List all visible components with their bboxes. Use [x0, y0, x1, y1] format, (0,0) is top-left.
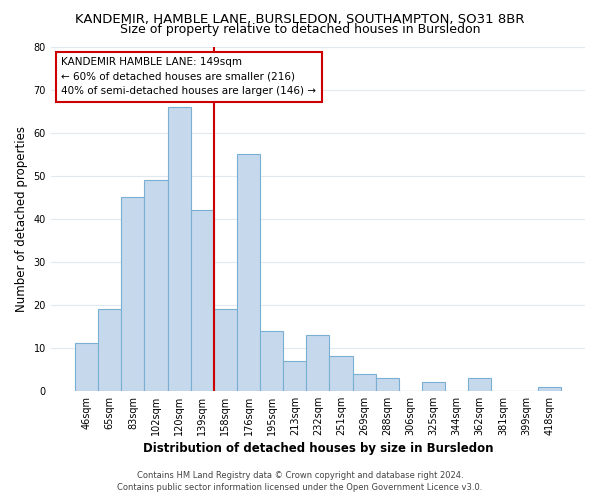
- Bar: [214, 309, 237, 391]
- Y-axis label: Number of detached properties: Number of detached properties: [15, 126, 28, 312]
- Bar: [75, 344, 98, 391]
- Bar: [307, 335, 329, 391]
- Bar: [283, 360, 307, 391]
- X-axis label: Distribution of detached houses by size in Bursledon: Distribution of detached houses by size …: [143, 442, 493, 455]
- Bar: [376, 378, 399, 391]
- Bar: [237, 154, 260, 391]
- Bar: [121, 197, 145, 391]
- Bar: [98, 309, 121, 391]
- Text: KANDEMIR, HAMBLE LANE, BURSLEDON, SOUTHAMPTON, SO31 8BR: KANDEMIR, HAMBLE LANE, BURSLEDON, SOUTHA…: [75, 12, 525, 26]
- Bar: [329, 356, 353, 391]
- Bar: [468, 378, 491, 391]
- Bar: [260, 330, 283, 391]
- Text: KANDEMIR HAMBLE LANE: 149sqm
← 60% of detached houses are smaller (216)
40% of s: KANDEMIR HAMBLE LANE: 149sqm ← 60% of de…: [61, 57, 316, 96]
- Text: Size of property relative to detached houses in Bursledon: Size of property relative to detached ho…: [120, 22, 480, 36]
- Bar: [538, 386, 561, 391]
- Bar: [145, 180, 167, 391]
- Bar: [191, 210, 214, 391]
- Bar: [422, 382, 445, 391]
- Bar: [353, 374, 376, 391]
- Text: Contains HM Land Registry data © Crown copyright and database right 2024.
Contai: Contains HM Land Registry data © Crown c…: [118, 471, 482, 492]
- Bar: [167, 107, 191, 391]
